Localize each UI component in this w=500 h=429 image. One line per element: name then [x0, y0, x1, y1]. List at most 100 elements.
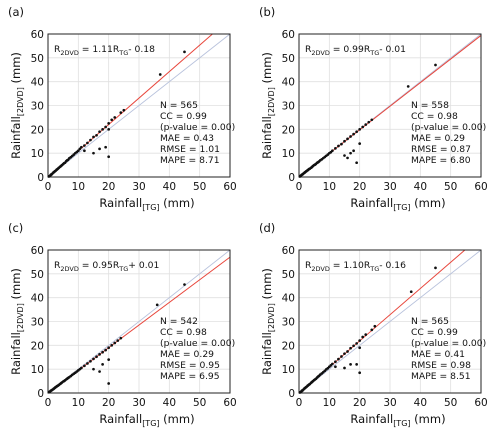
stat-cc: CC = 0.98 [160, 327, 207, 338]
y-tick-label: 30 [282, 101, 295, 113]
stat-rmse: RMSE = 0.95 [160, 360, 220, 371]
y-tick-label: 50 [31, 269, 44, 281]
y-axis-label-main: Rainfall [9, 116, 23, 159]
x-tick-label: 0 [296, 397, 303, 409]
plot-frame [298, 33, 482, 178]
y-axis-label-sub: [2DVD] [16, 87, 25, 116]
y-tick-label: 30 [31, 317, 44, 329]
data-point [80, 366, 83, 370]
eq-lhs-sub: 2DVD [311, 49, 329, 57]
eq-rhs: - 0.16 [379, 260, 406, 271]
y-tick-label: 0 [288, 172, 295, 184]
y-tick-label: 50 [31, 53, 44, 65]
data-point [361, 125, 365, 129]
x-tick-label: 40 [163, 181, 176, 193]
data-point [343, 352, 346, 356]
x-axis-label-sub: [TG] [393, 203, 410, 212]
data-point [83, 144, 86, 147]
stat-cc: CC = 0.98 [411, 111, 458, 122]
x-axis-label-unit: (mm) [160, 412, 195, 426]
y-tick-label: 0 [288, 388, 295, 400]
y-tick-label: 60 [282, 29, 295, 41]
x-tick-label: 40 [414, 181, 427, 193]
x-tick-label: 60 [223, 397, 236, 409]
data-point [113, 116, 117, 119]
eq-lhs: R [54, 44, 61, 55]
x-tick-label: 10 [323, 397, 336, 409]
y-tick-label: 60 [31, 29, 44, 41]
data-point [340, 355, 343, 358]
y-tick-label: 20 [31, 340, 44, 352]
stat-mape: MAPE = 6.95 [160, 371, 220, 382]
y-tick-label: 30 [282, 317, 295, 329]
y-axis-label: Rainfall[2DVD] (mm) [9, 52, 25, 159]
stat-mape: MAPE = 8.51 [411, 371, 471, 382]
stat-cc: CC = 0.99 [411, 327, 458, 338]
y-axis-label-main: Rainfall [9, 332, 23, 375]
data-point [373, 324, 377, 328]
x-tick-label: 10 [72, 181, 85, 193]
data-point [107, 122, 111, 125]
data-point [92, 367, 95, 371]
data-point [183, 50, 186, 54]
data-point [95, 133, 98, 137]
stat-pvalue: (p-value = 0.00) [411, 338, 486, 349]
data-point [183, 283, 186, 286]
stat-n: N = 558 [411, 100, 449, 111]
panel-label: (d) [259, 221, 275, 235]
data-point [86, 141, 89, 145]
y-tick-label: 0 [37, 388, 44, 400]
x-tick-label: 30 [383, 181, 396, 193]
data-point [349, 151, 352, 155]
stat-rmse: RMSE = 0.98 [411, 360, 471, 371]
data-point [104, 145, 107, 149]
stat-mape: MAPE = 8.71 [160, 155, 220, 166]
y-tick-label: 40 [282, 77, 295, 89]
data-point [83, 364, 86, 368]
x-tick-label: 0 [45, 397, 52, 409]
y-axis-label-sub: [2DVD] [16, 303, 25, 332]
plot-frame [47, 249, 231, 394]
eq-lhs-sub: 2DVD [60, 265, 78, 273]
eq-mid-sub: TG [118, 49, 128, 57]
data-point [358, 371, 362, 375]
data-point [370, 328, 374, 332]
y-axis-label-unit: (mm) [9, 268, 23, 303]
x-tick-label: 40 [414, 397, 427, 409]
data-point [343, 366, 346, 370]
data-point [107, 155, 111, 159]
x-tick-label: 10 [72, 397, 85, 409]
data-point [119, 111, 123, 114]
eq-rhs: - 0.01 [379, 44, 406, 55]
x-tick-label: 30 [132, 181, 145, 193]
y-tick-label: 60 [31, 245, 44, 257]
x-tick-label: 0 [296, 181, 303, 193]
data-point [343, 154, 346, 157]
data-point [80, 145, 83, 149]
y-axis-label-unit: (mm) [9, 52, 23, 87]
data-point [337, 144, 340, 148]
panel-d: (d)00101020203030404050506060Rainfall[TG… [259, 221, 488, 428]
y-tick-label: 50 [282, 53, 295, 65]
data-point [364, 123, 368, 126]
data-point [89, 138, 92, 142]
panel-label: (a) [8, 5, 24, 19]
y-axis-label-unit: (mm) [260, 268, 274, 303]
data-point [101, 363, 104, 366]
panel-label: (b) [259, 5, 275, 19]
data-point [155, 303, 159, 307]
stat-n: N = 542 [160, 316, 198, 327]
data-point [86, 362, 89, 365]
data-point [331, 362, 334, 366]
x-tick-label: 0 [45, 181, 52, 193]
y-tick-label: 20 [282, 124, 295, 136]
data-point [367, 120, 371, 124]
panel-a: (a)00101020203030404050506060Rainfall[TG… [8, 5, 237, 212]
data-point [95, 355, 98, 359]
y-tick-label: 30 [31, 101, 44, 113]
y-axis-label: Rainfall[2DVD] (mm) [260, 268, 276, 375]
x-axis-label: Rainfall[TG] (mm) [99, 412, 194, 428]
y-tick-label: 10 [282, 148, 295, 160]
x-axis-label-sub: [TG] [142, 203, 159, 212]
